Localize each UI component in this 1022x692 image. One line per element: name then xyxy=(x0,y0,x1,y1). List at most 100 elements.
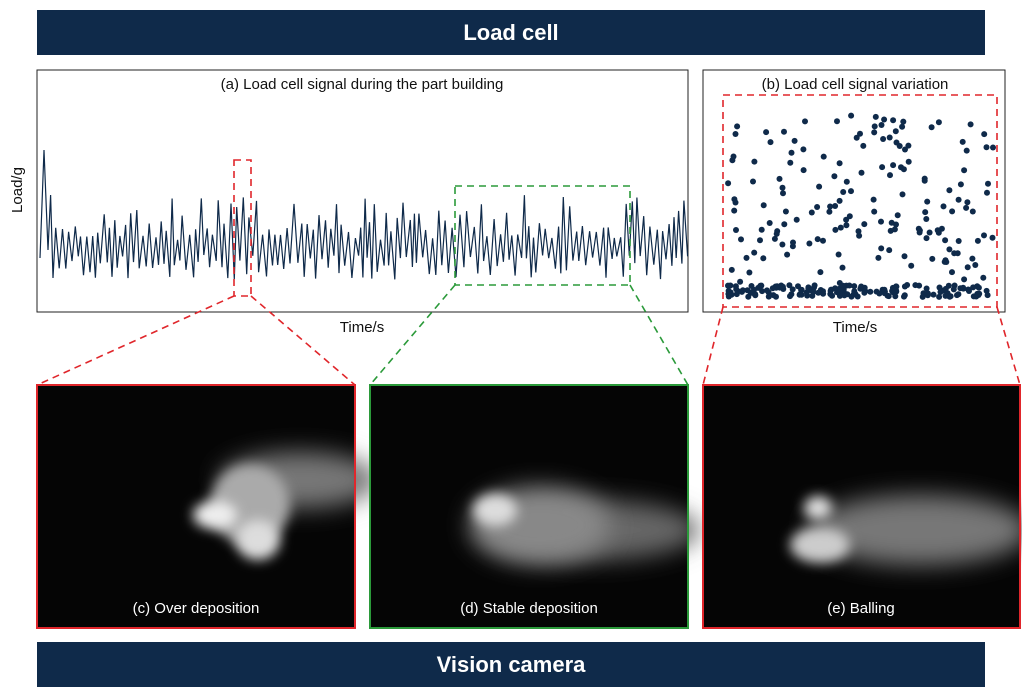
dot xyxy=(836,160,843,167)
dot xyxy=(820,153,827,160)
dot xyxy=(851,283,858,290)
image-e: (e) Balling xyxy=(702,384,1022,629)
dot xyxy=(729,157,736,164)
dot xyxy=(855,228,862,235)
dot xyxy=(737,278,744,285)
dot xyxy=(725,180,732,187)
dot xyxy=(901,283,908,290)
dot xyxy=(798,291,805,298)
dot xyxy=(878,122,885,128)
dot xyxy=(901,293,907,300)
dot xyxy=(806,240,813,247)
dot xyxy=(811,284,817,291)
dot xyxy=(831,173,838,180)
dot xyxy=(949,208,956,215)
dot xyxy=(989,234,996,241)
dot xyxy=(900,118,907,125)
dot xyxy=(886,247,893,254)
dot xyxy=(891,287,898,293)
dot xyxy=(922,209,929,216)
dot xyxy=(779,184,786,191)
y-label: Load/g xyxy=(9,167,26,213)
dot xyxy=(835,287,842,294)
dot xyxy=(960,285,967,292)
dot xyxy=(890,117,897,124)
dot xyxy=(923,235,930,242)
dot xyxy=(963,204,970,211)
dot xyxy=(829,292,836,299)
dot xyxy=(858,169,865,176)
dot xyxy=(814,204,821,210)
dot xyxy=(810,288,817,295)
dot xyxy=(728,266,735,273)
dot xyxy=(733,286,740,293)
dot xyxy=(937,289,944,295)
dot xyxy=(950,286,957,293)
dot xyxy=(923,216,930,222)
dot xyxy=(878,245,885,252)
dot xyxy=(894,212,901,219)
dot xyxy=(879,164,886,171)
dot xyxy=(798,286,805,293)
dot xyxy=(835,251,842,258)
dot xyxy=(739,287,746,294)
dot xyxy=(872,113,879,120)
dot xyxy=(926,229,933,236)
dot xyxy=(886,134,893,141)
dot xyxy=(827,203,834,210)
dot xyxy=(781,221,788,228)
dot xyxy=(820,237,826,244)
dot xyxy=(940,203,947,210)
dot xyxy=(981,232,987,239)
dot xyxy=(980,274,987,281)
dot xyxy=(780,190,786,197)
dot xyxy=(760,255,767,262)
dot xyxy=(790,239,796,246)
dot xyxy=(985,180,991,187)
dot xyxy=(961,276,968,283)
dot xyxy=(942,292,949,299)
dot xyxy=(751,158,758,165)
dot xyxy=(976,290,983,297)
dot xyxy=(890,162,897,169)
dot xyxy=(857,285,864,292)
image-label: (c) Over deposition xyxy=(133,600,260,617)
dot xyxy=(751,249,758,256)
dot xyxy=(776,175,783,182)
dot xyxy=(800,167,807,174)
dot xyxy=(905,158,912,165)
signal xyxy=(39,149,689,280)
dot xyxy=(942,285,949,292)
dot xyxy=(875,254,882,261)
dot xyxy=(916,229,923,236)
dot xyxy=(885,293,892,300)
dot xyxy=(900,166,907,173)
dot xyxy=(760,202,767,209)
dot xyxy=(881,286,888,293)
dot xyxy=(860,142,867,149)
dot xyxy=(832,203,839,209)
dot xyxy=(850,291,857,298)
dot xyxy=(924,198,931,205)
dot xyxy=(787,293,793,300)
header-banner xyxy=(37,10,985,55)
dot xyxy=(983,144,990,151)
dot xyxy=(725,291,732,297)
dot xyxy=(781,128,787,135)
dot xyxy=(929,255,936,262)
dot xyxy=(881,116,888,123)
x-label: Time/s xyxy=(833,319,877,336)
dot xyxy=(959,138,966,145)
dot xyxy=(839,264,846,271)
image-label: (e) Balling xyxy=(827,600,895,617)
dot xyxy=(848,112,855,119)
dot xyxy=(955,196,962,203)
dot xyxy=(832,226,839,233)
dot xyxy=(817,269,824,276)
dot xyxy=(779,283,786,290)
dot xyxy=(808,209,815,216)
dot xyxy=(924,290,931,297)
dot xyxy=(867,288,874,295)
dot xyxy=(969,255,976,262)
